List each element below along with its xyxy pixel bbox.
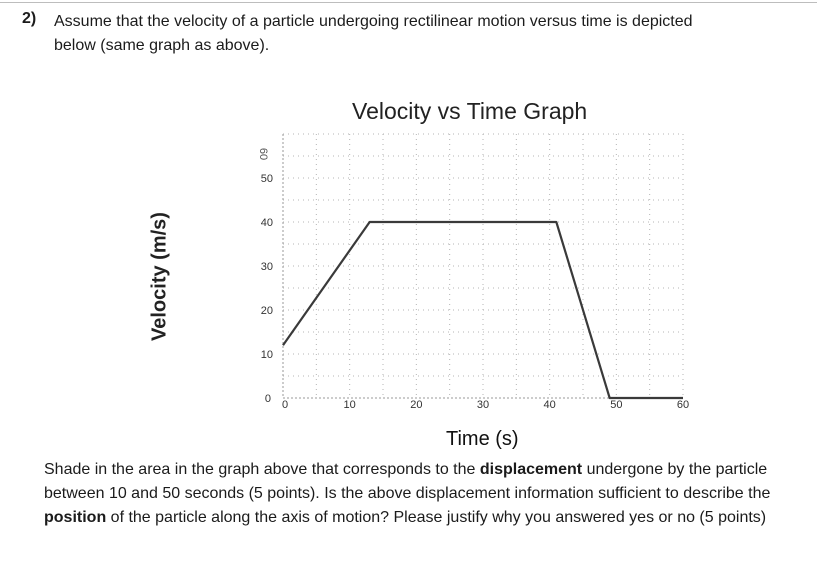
velocity-line	[282, 220, 683, 400]
y-tick-label: 20	[261, 305, 273, 317]
x-tick-label: 0	[282, 399, 288, 411]
x-tick-label: 60	[677, 399, 689, 411]
y-tick-label: 0	[265, 393, 271, 405]
top-rule	[0, 2, 817, 3]
y-tick-label: 30	[261, 261, 273, 273]
instructions-part-2: undergone by the particle between 10 and…	[44, 461, 771, 502]
y-tick-label: 50	[261, 173, 273, 185]
y-tick-label: 10	[261, 349, 273, 361]
x-tick-label: 50	[610, 399, 622, 411]
y-tick-label-top: 60	[257, 148, 269, 160]
question-text: Assume that the velocity of a particle u…	[54, 10, 804, 58]
x-tick-label: 30	[477, 399, 489, 411]
question-line-1: Assume that the velocity of a particle u…	[54, 13, 693, 30]
question-number: 2)	[22, 10, 37, 27]
x-axis-label: Time (s)	[446, 428, 519, 450]
instructions-part-3: of the particle along the axis of motion…	[106, 509, 767, 526]
chart-title: Velocity vs Time Graph	[352, 98, 588, 124]
x-tick-label: 10	[344, 399, 356, 411]
question-line-2: below (same graph as above).	[54, 37, 270, 54]
x-tick-label: 40	[544, 399, 556, 411]
x-tick-label: 20	[410, 399, 422, 411]
instructions: Shade in the area in the graph above tha…	[44, 458, 814, 530]
instructions-part-1: Shade in the area in the graph above tha…	[44, 461, 480, 478]
y-tick-label: 40	[261, 217, 273, 229]
instructions-bold-position: position	[44, 509, 107, 526]
instructions-bold-displacement: displacement	[479, 461, 583, 478]
